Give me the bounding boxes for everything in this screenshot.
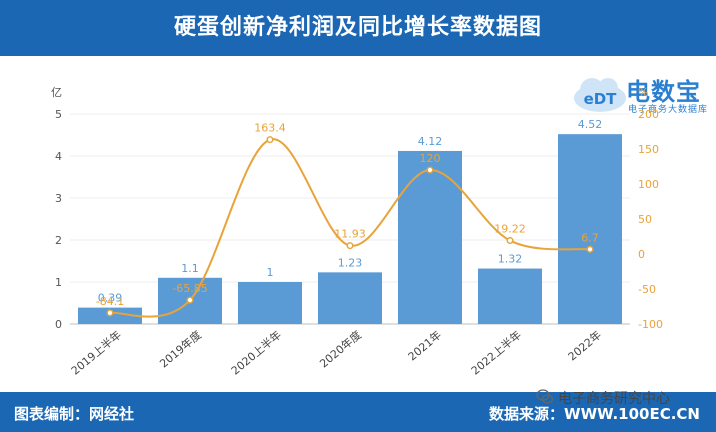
line-point [186,296,194,304]
bar-value-label: 1.23 [338,256,363,269]
wechat-icon [536,389,554,404]
line-point [346,242,354,250]
y-right-tick-label: 100 [638,178,659,191]
logo: eDT 电数宝 电子商务大数据库 [566,68,716,118]
y-left-tick-label: 2 [55,234,62,247]
footer-credit: 图表编制：网经社 [14,405,135,423]
y-right-tick-label: -100 [638,318,663,331]
chart-title: 硬蛋创新净利润及同比增长率数据图 [173,15,542,40]
logo-text: 电数宝 [626,78,701,106]
line-point [506,237,514,245]
combo-chart: 0 1 2 3 4 5 -100 -50 0 50 100 150 200 亿 % 0.39 1.1 1 1.23 4… [51,86,663,378]
bar-value-label: 0.39 [98,292,123,305]
y-right-tick-label: 150 [638,143,659,156]
growth-rate-line [109,138,591,318]
line-point [586,245,594,253]
bar-value-label: 1.32 [498,253,523,266]
y-left-tick-label: 5 [55,108,62,121]
line-value-label: 120 [420,152,441,165]
y-right-tick-label: 50 [638,213,652,226]
line-point [426,166,434,174]
cloud-logo-icon: eDT [574,78,626,112]
x-tick-label: 2020年度 [317,328,364,371]
bar-value-label: 4.52 [578,118,603,131]
footer-source: 数据来源：WWW.100EC.CN [489,405,700,423]
bar [398,150,462,324]
line-value-label: 11.93 [334,228,366,241]
line-point [266,136,274,144]
line-value-label: 19.22 [494,223,526,236]
bar [558,134,622,324]
x-tick-label: 2022上半年 [468,328,524,378]
x-tick-label: 2022年 [565,328,604,364]
line-point [106,309,114,317]
y-left-unit-label: 亿 [51,86,62,99]
bar-value-label: 1 [267,266,274,279]
logo-subtext: 电子商务大数据库 [628,105,709,115]
footer-banner: 图表编制：网经社 数据来源：WWW.100EC.CN [0,392,716,432]
y-left-tick-label: 3 [55,192,62,205]
chart-area: 0 1 2 3 4 5 -100 -50 0 50 100 150 200 亿% 0.39 1.1 1 1.23 4… [0,56,716,392]
y-left-tick-label: 4 [55,150,62,163]
chart-title-banner: 硬蛋创新净利润及同比增长率数据图 [0,0,716,56]
logo-icon-text: eDT [584,90,618,108]
watermark-text: 电子商务研究中心 [558,391,670,407]
y-left-tick-label: 1 [55,276,62,289]
y-right-tick-label: 0 [638,248,645,261]
line-value-label: -84.1 [96,295,124,308]
x-tick-label: 2019上半年 [68,328,124,378]
line-value-label: 163.4 [254,122,286,135]
watermark: 电子商务研究中心 [536,386,712,408]
bar [478,268,542,324]
line-value-label: 6.7 [581,231,599,244]
x-tick-label: 2021年 [405,328,444,364]
x-tick-label: 2019年度 [157,328,204,371]
y-right-tick-label: -50 [638,283,656,296]
x-tick-label: 2020上半年 [228,328,284,378]
y-right-unit-label: % [638,86,648,99]
bar [318,272,382,324]
line-value-label: -65.85 [172,282,207,295]
y-right-tick-label: 200 [638,108,659,121]
bar-value-label: 1.1 [181,262,199,275]
y-left-tick-label: 0 [55,318,62,331]
bar-value-label: 4.12 [418,135,443,148]
bar [238,282,302,324]
